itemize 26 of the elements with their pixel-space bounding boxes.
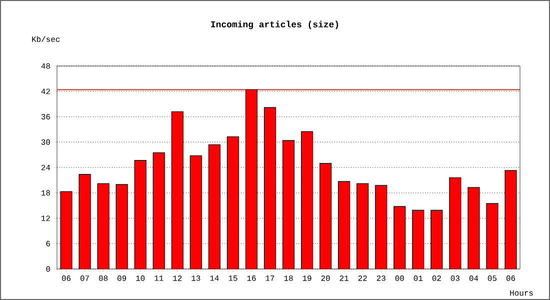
bar (60, 191, 72, 269)
bar (300, 131, 314, 269)
bar (449, 177, 462, 269)
bar (116, 184, 128, 269)
bar (486, 203, 498, 269)
bar (412, 210, 424, 269)
bar (504, 170, 517, 269)
bar (97, 183, 110, 269)
bar (190, 155, 202, 269)
bar (320, 162, 332, 269)
bar (264, 107, 276, 269)
bar (226, 136, 239, 269)
bar (152, 152, 165, 269)
bar (282, 140, 295, 269)
bar (208, 144, 220, 269)
bar (468, 187, 480, 269)
bar (171, 111, 184, 269)
bar (78, 174, 91, 269)
chart-title: Incoming articles (size) (211, 20, 338, 30)
bar (245, 89, 258, 269)
bar (394, 206, 406, 269)
bar (356, 183, 369, 269)
bar (430, 210, 443, 269)
bar (338, 181, 350, 269)
bar (134, 160, 146, 269)
bar (375, 184, 388, 269)
